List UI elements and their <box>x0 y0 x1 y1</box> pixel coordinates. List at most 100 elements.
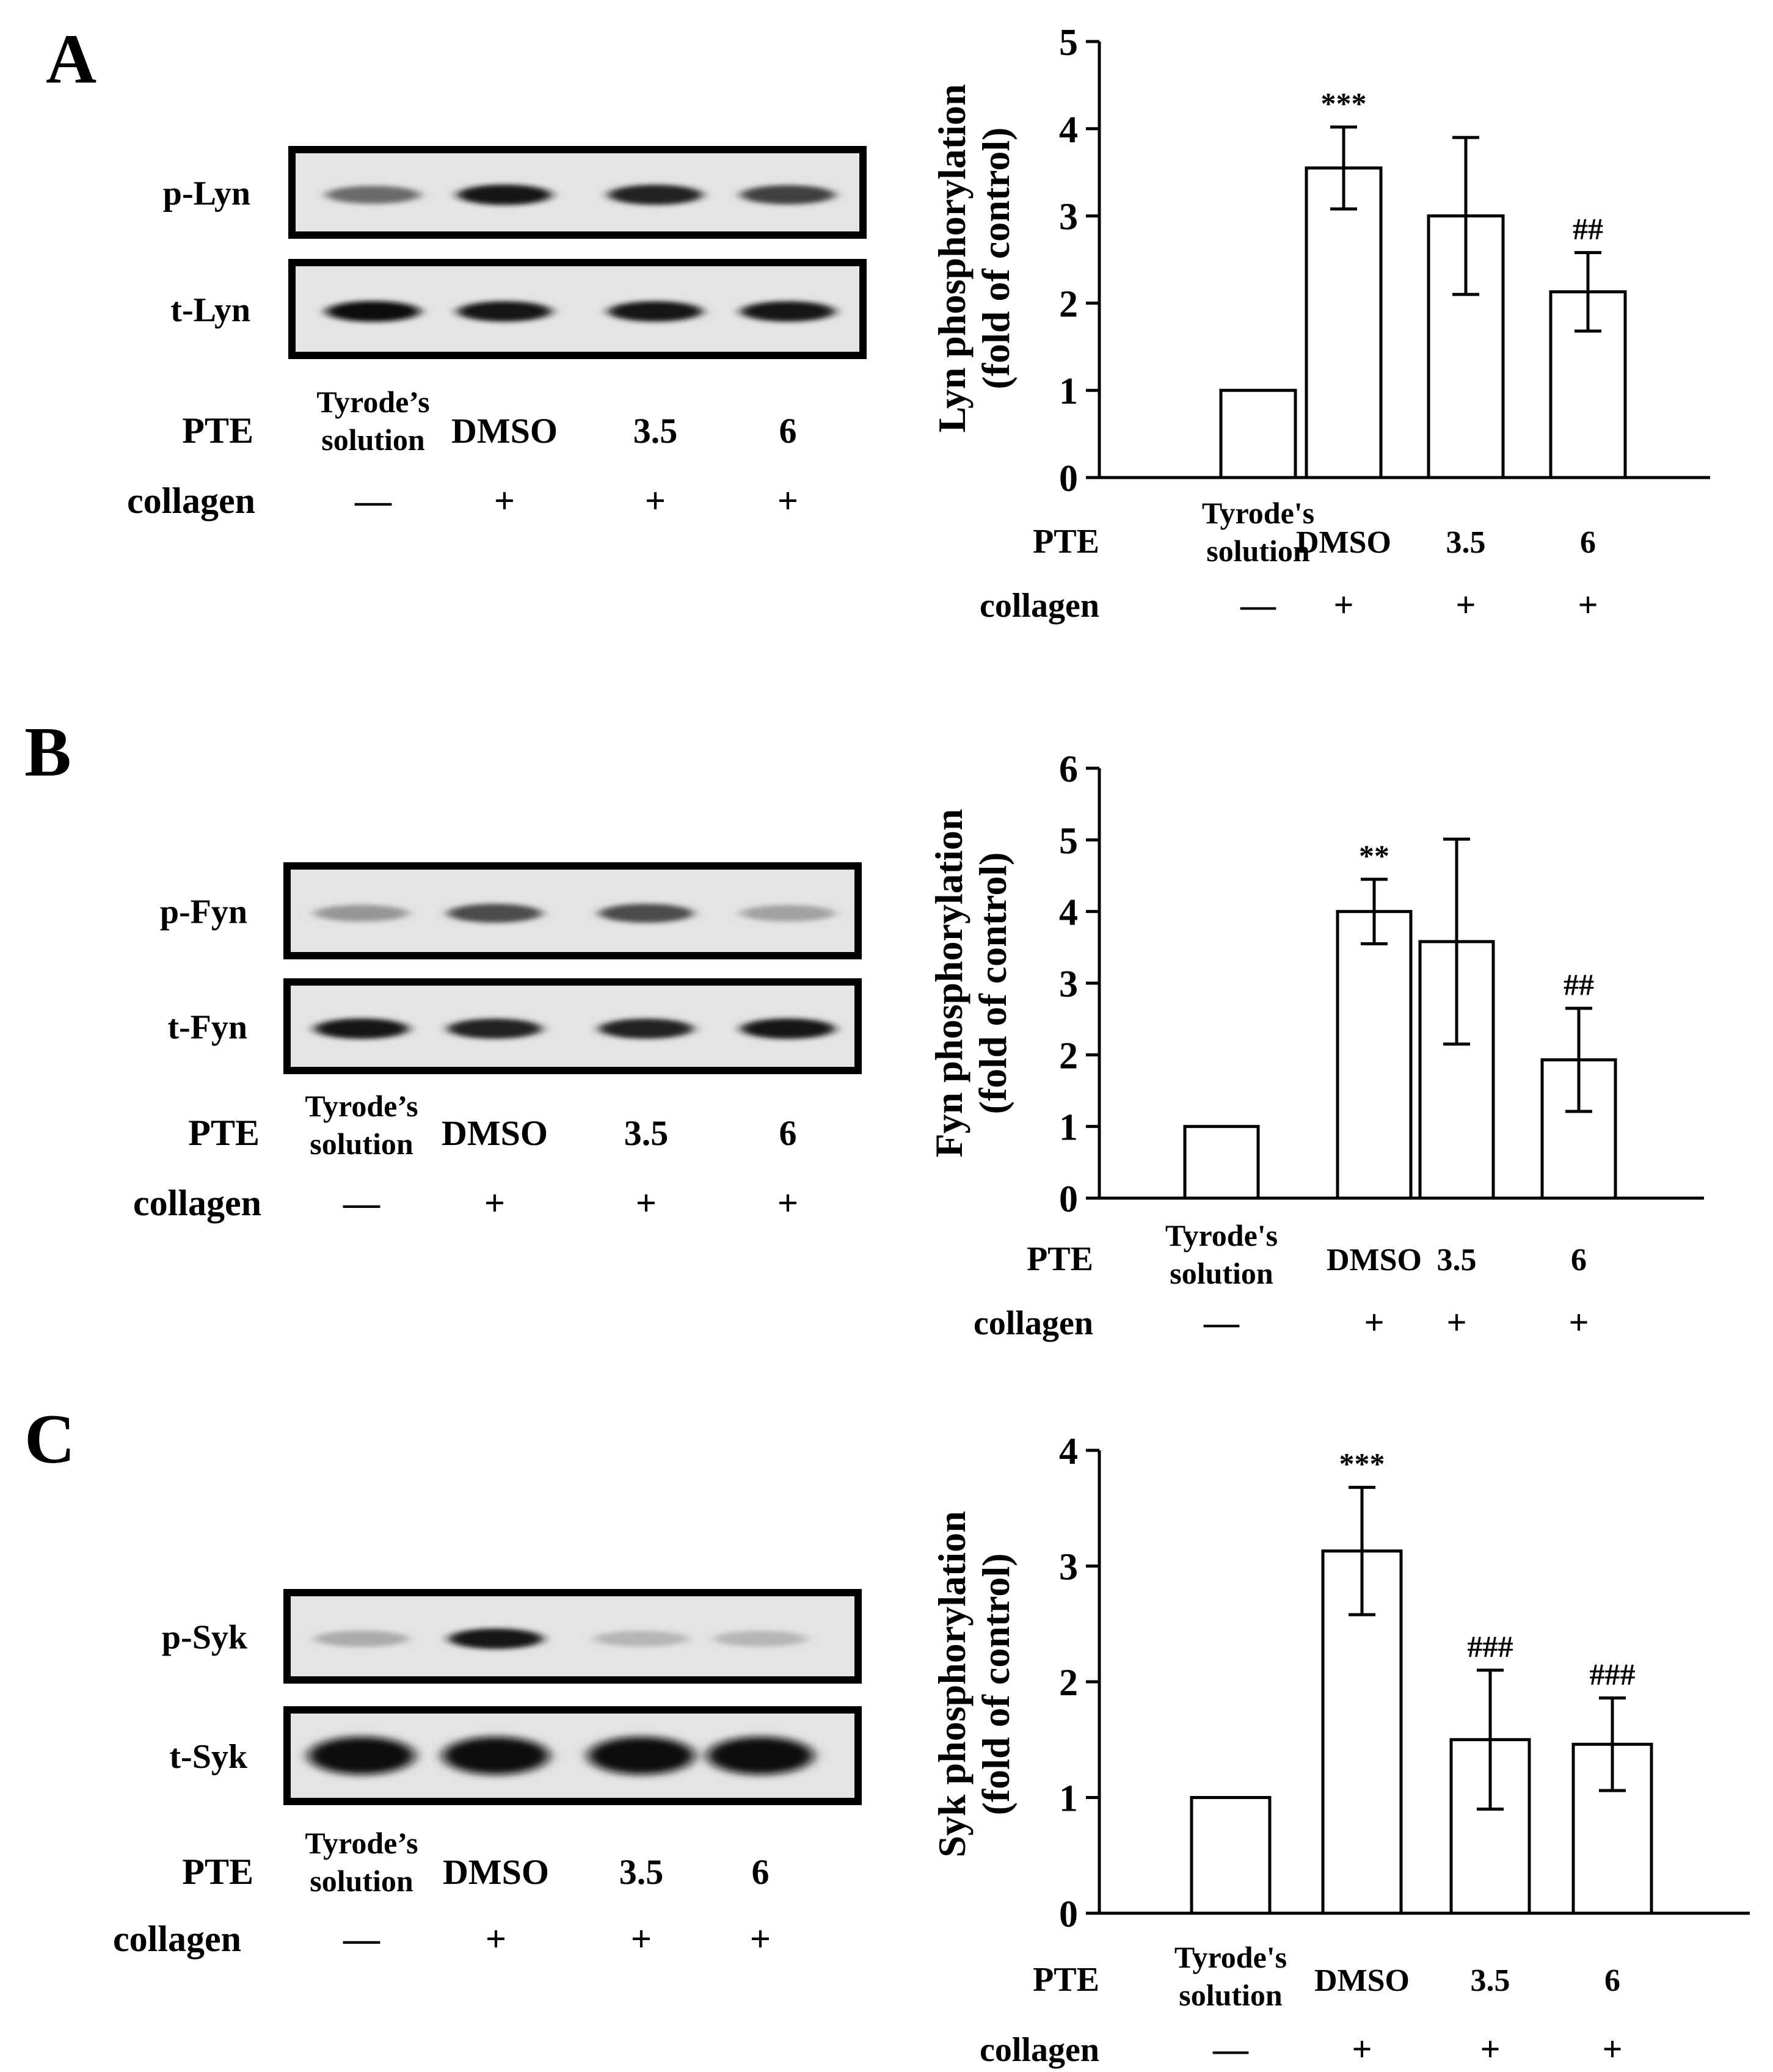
chart-collagen-value: + <box>1364 1303 1384 1342</box>
significance-mark: ### <box>1590 1657 1636 1692</box>
y-tick-label: 4 <box>1059 109 1078 151</box>
chart-collagen-value: + <box>1480 2029 1500 2069</box>
blot-band <box>314 904 409 922</box>
x-tick-label: DMSO <box>1327 1243 1422 1278</box>
bar-chart: 0 1 2 3 4 5 6 Fyn phosphorylation (fold of contr… <box>927 749 1704 1342</box>
blot-band <box>740 185 836 205</box>
bar-chart: 0 1 2 3 4 5 Lyn phosphorylation (fold of contro… <box>930 22 1710 625</box>
western-blot: p-Fyn t-Fyn PTE collagen Tyrode’s solution — DM… <box>133 862 862 1223</box>
blot-pte-value: DMSO <box>443 1852 549 1892</box>
blot-band <box>457 301 552 322</box>
blot-band <box>447 1019 542 1039</box>
western-blot: p-Syk t-Syk PTE collagen Tyrode’s solution — DM… <box>113 1589 862 1959</box>
blot-band <box>308 1737 415 1775</box>
chart-pte-label: PTE <box>1027 1240 1093 1278</box>
y-tick-label: 4 <box>1059 892 1078 934</box>
y-tick-label: 1 <box>1059 1107 1078 1149</box>
chart-pte-label: PTE <box>1033 523 1099 561</box>
x-tick-label: DMSO <box>1314 1963 1410 1998</box>
blot-band <box>314 1630 409 1647</box>
blot-collagen-value: + <box>494 481 515 521</box>
y-tick-label: 3 <box>1059 197 1078 238</box>
blot-row-t-syk: t-Syk <box>169 1706 862 1805</box>
blot-pte-label: PTE <box>188 1113 260 1153</box>
blot-pte-value: 6 <box>779 1113 797 1153</box>
blot-pte-value: 3.5 <box>624 1113 669 1153</box>
blot-band <box>599 1019 694 1039</box>
y-tick-label: 5 <box>1059 22 1078 64</box>
significance-mark: *** <box>1321 86 1367 120</box>
chart-collagen-value: — <box>1212 2029 1249 2069</box>
y-axis-label-line: (fold of control) <box>974 1554 1018 1816</box>
panel-c: Cp-Syk t-Syk PTE collagen Tyrode’s solution — D… <box>24 1400 1750 2069</box>
panel-letter: A <box>46 20 96 98</box>
chart-collagen-value: + <box>1568 1303 1589 1342</box>
bar <box>1321 1549 1403 1915</box>
y-tick-label: 4 <box>1059 1431 1078 1472</box>
blot-collagen-value: + <box>486 1919 506 1959</box>
blot-collagen-value: + <box>750 1919 771 1959</box>
blot-band <box>599 904 694 923</box>
y-tick-label: 0 <box>1059 1179 1078 1220</box>
blot-pte-value: Tyrode’s solution <box>305 1826 418 1898</box>
bar <box>1305 166 1383 479</box>
blot-row-p-syk: p-Syk <box>162 1589 862 1684</box>
blot-pte-value: 3.5 <box>633 411 678 451</box>
blot-row-t-lyn: t-Lyn <box>170 259 867 359</box>
bar <box>1449 1738 1531 1915</box>
blot-row-label: p-Fyn <box>160 893 247 931</box>
y-tick-label: 6 <box>1059 749 1078 790</box>
y-tick-label: 1 <box>1059 1778 1078 1820</box>
chart-collagen-value: + <box>1455 585 1476 625</box>
blot-pte-label: PTE <box>182 1852 253 1892</box>
blot-band <box>594 1630 689 1647</box>
y-tick-label: 0 <box>1059 1894 1078 1935</box>
blot-band <box>326 301 421 322</box>
significance-mark: ** <box>1359 838 1389 873</box>
x-tick-label-line: Tyrode's <box>1165 1218 1278 1252</box>
blot-band <box>608 184 703 205</box>
x-tick-label: Tyrode's solution <box>1174 1940 1287 2012</box>
x-tick-label-line: Tyrode's <box>1202 496 1314 530</box>
blot-collagen-label: collagen <box>113 1919 241 1959</box>
x-tick-label: Tyrode's solution <box>1165 1218 1278 1290</box>
x-tick-label-line: solution <box>1179 1978 1283 2012</box>
x-tick-label: 3.5 <box>1471 1963 1510 1998</box>
blot-collagen-value: — <box>343 1183 380 1223</box>
x-tick-label: 6 <box>1571 1243 1587 1278</box>
bar <box>1336 910 1413 1200</box>
panel-a: Ap-Lyn t-Lyn PTE collagen Tyrode’s solution — D… <box>46 20 1710 625</box>
blot-collagen-value: + <box>631 1919 652 1959</box>
x-tick-label: 6 <box>1604 1963 1620 1998</box>
x-tick-label: DMSO <box>1296 525 1391 560</box>
y-axis-label-line: (fold of control) <box>974 128 1018 390</box>
significance-mark: ### <box>1468 1629 1513 1663</box>
panel-letter: C <box>24 1400 75 1478</box>
blot-band <box>457 184 552 205</box>
blot-row-t-fyn: t-Fyn <box>167 978 862 1074</box>
blot-row-label: p-Lyn <box>163 175 250 213</box>
blot-collagen-value: + <box>645 481 666 521</box>
blot-collagen-label: collagen <box>133 1183 261 1223</box>
blot-pte-label: PTE <box>182 410 253 451</box>
blot-collagen-label: collagen <box>127 481 255 521</box>
y-axis-label-line: Lyn phosphorylation <box>930 84 974 433</box>
blot-band <box>326 186 421 204</box>
blot-pte-value-line: solution <box>310 1864 413 1898</box>
y-tick-label: 2 <box>1059 1662 1078 1704</box>
blot-pte-value: 3.5 <box>619 1852 664 1892</box>
panel-b: Bp-Fyn t-Fyn PTE collagen Tyrode’s solution — D… <box>24 713 1704 1342</box>
blot-pte-value: 6 <box>779 411 797 451</box>
chart-collagen-value: + <box>1333 585 1353 625</box>
western-blot: p-Lyn t-Lyn PTE collagen Tyrode’s solution — DM… <box>127 146 867 521</box>
blot-band <box>314 1018 409 1039</box>
blot-band <box>448 1628 544 1649</box>
blot-band <box>740 301 836 322</box>
blot-band <box>608 301 703 322</box>
blot-pte-value-line: Tyrode’s <box>305 1826 418 1860</box>
x-tick-label: 3.5 <box>1437 1243 1477 1278</box>
chart-collagen-value: — <box>1203 1303 1240 1342</box>
panel-letter: B <box>24 713 71 791</box>
chart-collagen-label: collagen <box>980 587 1099 625</box>
